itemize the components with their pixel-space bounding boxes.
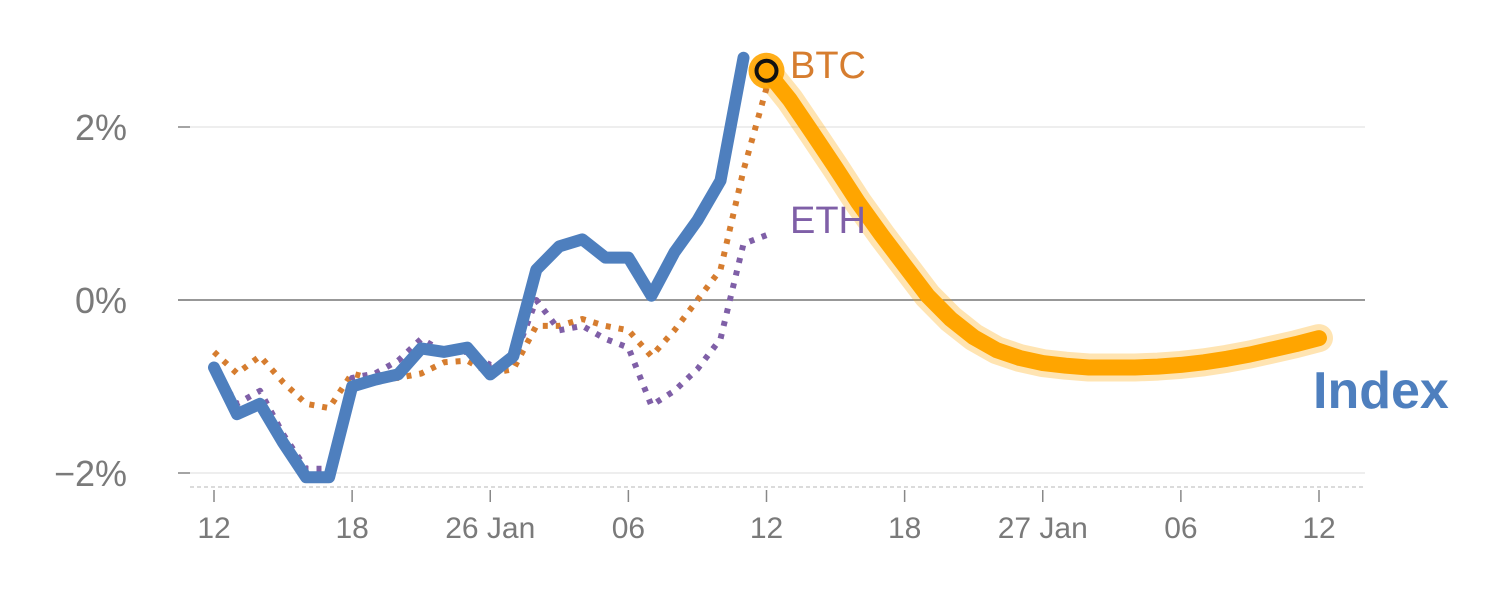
current-point-marker	[754, 58, 779, 83]
gridlines	[178, 126, 1365, 474]
x-tick-label: 06	[1164, 512, 1197, 545]
series-label-index: Index	[1313, 362, 1449, 420]
series-label-eth: ETH	[790, 200, 866, 242]
index-projection-line	[758, 62, 1327, 376]
x-tick-label: 06	[612, 512, 645, 545]
x-tick-label: 27 Jan	[998, 512, 1088, 545]
x-tick-label: 12	[197, 512, 230, 545]
current-point-halo	[748, 52, 785, 89]
x-tick-label: 18	[888, 512, 921, 545]
x-tick-label: 26 Jan	[445, 512, 535, 545]
x-tick-label: 18	[335, 512, 368, 545]
x-tick-label: 12	[750, 512, 783, 545]
series-line-btc	[211, 87, 770, 412]
axes: 2% 0% −2% 12 18 26 Jan 06 12 18 27 Jan 06 12	[54, 107, 1365, 545]
y-tick-label: 2%	[75, 107, 127, 148]
y-tick-label: −2%	[54, 453, 127, 494]
markers	[748, 52, 785, 89]
series-labels: BTC ETH Index	[790, 45, 1449, 420]
y-tick-label: 0%	[75, 280, 127, 321]
series-label-btc: BTC	[790, 45, 866, 87]
series-lines	[208, 51, 1333, 484]
series-line-index	[208, 51, 750, 484]
series-line-eth	[211, 232, 768, 472]
x-tick-label: 12	[1302, 512, 1335, 545]
